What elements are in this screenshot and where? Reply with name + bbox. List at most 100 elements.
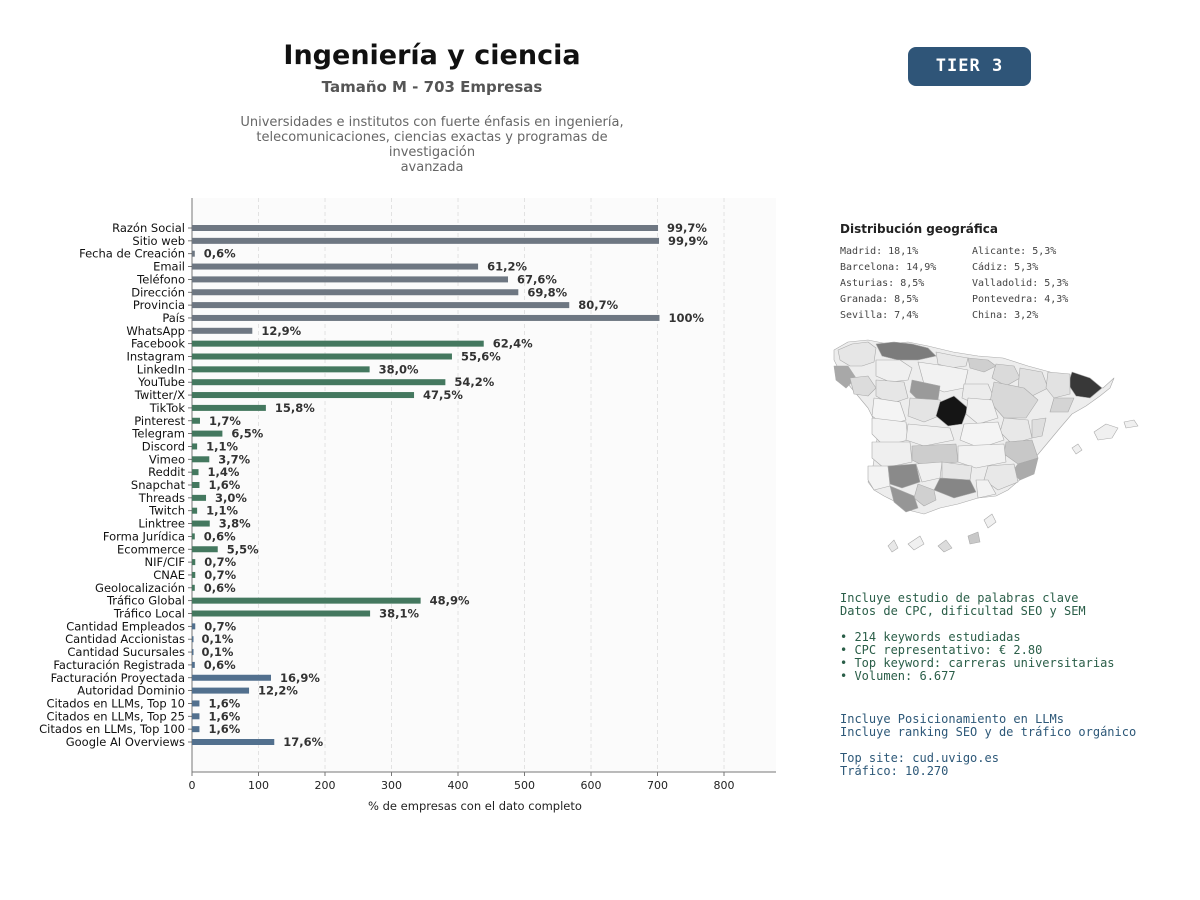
bar — [192, 276, 509, 283]
map-cuenca — [959, 421, 1005, 449]
data-label: 1,1% — [206, 504, 238, 518]
bar — [192, 610, 371, 617]
bar — [192, 237, 660, 244]
category-label: Citados en LLMs, Top 25 — [46, 709, 185, 723]
category-label: Facturación Proyectada — [51, 671, 185, 685]
category-label: Pinterest — [134, 414, 185, 428]
bar — [192, 674, 272, 681]
category-label: Email — [153, 260, 185, 274]
data-label: 0,7% — [204, 619, 236, 633]
bar-chart: 0 100 200 300 400 500 600 700 800 % de empresas c… — [39, 198, 776, 813]
map-navarra — [991, 363, 1021, 387]
bar — [192, 314, 660, 321]
map-menorca — [1123, 419, 1139, 429]
map-canarias-2 — [907, 535, 925, 551]
geo-title: Distribución geográfica — [840, 222, 998, 236]
data-label: 62,4% — [493, 337, 533, 351]
category-label: NIF/CIF — [144, 555, 185, 569]
map-basque — [967, 357, 997, 373]
category-label: Teléfono — [136, 272, 185, 286]
map-huelva — [867, 465, 891, 491]
category-label: Facturación Registrada — [53, 658, 185, 672]
geo-item: Sevilla: 7,4% — [840, 310, 919, 321]
map-sevilla — [887, 463, 921, 489]
geo-item: Cádiz: 5,3% — [972, 262, 1039, 273]
bar — [192, 263, 479, 270]
data-label: 0,7% — [204, 555, 236, 569]
bar — [192, 661, 195, 668]
x-tick-label: 500 — [514, 779, 535, 792]
category-label: Twitter/X — [134, 388, 185, 402]
map-avila-segovia — [907, 397, 945, 423]
map-zamora — [875, 379, 909, 405]
category-label: Vimeo — [149, 452, 185, 466]
data-label: 0,7% — [204, 568, 236, 582]
map-canarias-4 — [967, 531, 981, 545]
bar — [192, 443, 198, 450]
keywords-bullet: • 214 keywords estudiadas — [840, 630, 1021, 644]
map-granada — [933, 477, 977, 499]
map-canarias-1 — [887, 539, 899, 553]
data-label: 38,0% — [379, 362, 419, 376]
top-site: Top site: cud.uvigo.es — [840, 751, 999, 765]
category-label: Provincia — [133, 298, 185, 312]
data-label: 0,6% — [204, 658, 236, 672]
map-leon — [875, 359, 913, 383]
category-label: Cantidad Accionistas — [65, 632, 185, 646]
data-label: 99,7% — [667, 221, 707, 235]
llm-line: Incluye ranking SEO y de tráfico orgánic… — [840, 725, 1137, 739]
category-label: Facebook — [131, 337, 185, 351]
data-label: 80,7% — [578, 298, 618, 312]
data-label: 6,5% — [231, 427, 263, 441]
data-label: 0,6% — [204, 247, 236, 261]
category-label: YouTube — [137, 375, 185, 389]
bar — [192, 571, 196, 578]
data-label: 15,8% — [275, 401, 315, 415]
bar — [192, 726, 200, 733]
bar — [192, 225, 659, 231]
map-castellon — [1031, 417, 1047, 439]
category-label: Tráfico Local — [113, 607, 185, 621]
map-malaga — [913, 483, 937, 507]
category-label: Twitch — [148, 504, 185, 518]
category-label: Cantidad Sucursales — [67, 645, 185, 659]
category-label: Google AI Overviews — [66, 735, 185, 749]
llm-block: Incluye Posicionamiento en LLMs Incluye … — [840, 713, 1136, 778]
bar — [192, 584, 195, 591]
data-label: 69,8% — [527, 285, 567, 299]
llm-line: Incluye Posicionamiento en LLMs — [840, 712, 1064, 726]
bar — [192, 623, 196, 630]
map-ourense — [849, 375, 877, 397]
bar — [192, 456, 210, 463]
map-albacete — [957, 443, 1007, 469]
map-cadiz — [889, 485, 919, 513]
data-label: 55,6% — [461, 350, 501, 364]
map-asturias — [875, 341, 937, 361]
data-label: 48,9% — [430, 594, 470, 608]
data-label: 0,6% — [204, 581, 236, 595]
data-label: 99,9% — [668, 234, 708, 248]
data-label: 5,5% — [227, 542, 259, 556]
bar — [192, 494, 207, 501]
geo-item: Valladolid: 5,3% — [972, 278, 1069, 289]
category-label: Discord — [142, 439, 185, 453]
category-label: LinkedIn — [137, 362, 185, 376]
bar — [192, 507, 198, 514]
map-mallorca — [1093, 423, 1119, 441]
keywords-bullet: • Volumen: 6.677 — [840, 669, 956, 683]
data-label: 0,6% — [204, 529, 236, 543]
bar — [192, 392, 415, 399]
x-tick-label: 600 — [581, 779, 602, 792]
x-tick-label: 200 — [315, 779, 336, 792]
geo-item: Asturias: 8,5% — [840, 278, 925, 289]
x-tick-label: 700 — [647, 779, 668, 792]
data-label: 0,1% — [201, 632, 233, 646]
data-label: 100% — [668, 311, 704, 325]
bar — [192, 353, 452, 360]
bar — [192, 366, 370, 373]
category-label: Instagram — [126, 350, 185, 364]
data-label: 16,9% — [280, 671, 320, 685]
category-label: Fecha de Creación — [79, 247, 185, 261]
bar — [192, 713, 200, 720]
description-line: Universidades e institutos con fuerte én… — [240, 115, 624, 130]
